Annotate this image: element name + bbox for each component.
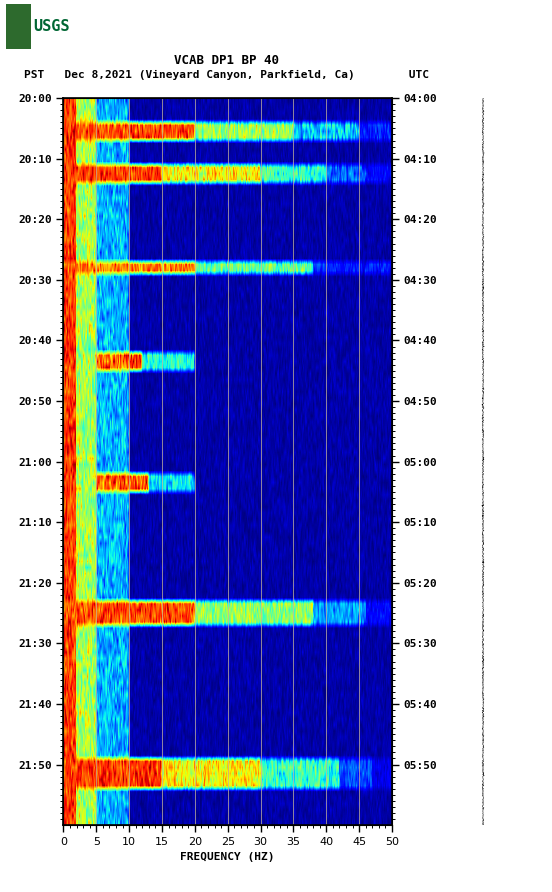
Text: PST   Dec 8,2021 (Vineyard Canyon, Parkfield, Ca)        UTC: PST Dec 8,2021 (Vineyard Canyon, Parkfie… (24, 70, 429, 80)
Text: VCAB DP1 BP 40: VCAB DP1 BP 40 (174, 54, 279, 67)
Bar (6, 4, 31, 49)
Text: USGS: USGS (33, 20, 70, 34)
X-axis label: FREQUENCY (HZ): FREQUENCY (HZ) (181, 853, 275, 863)
